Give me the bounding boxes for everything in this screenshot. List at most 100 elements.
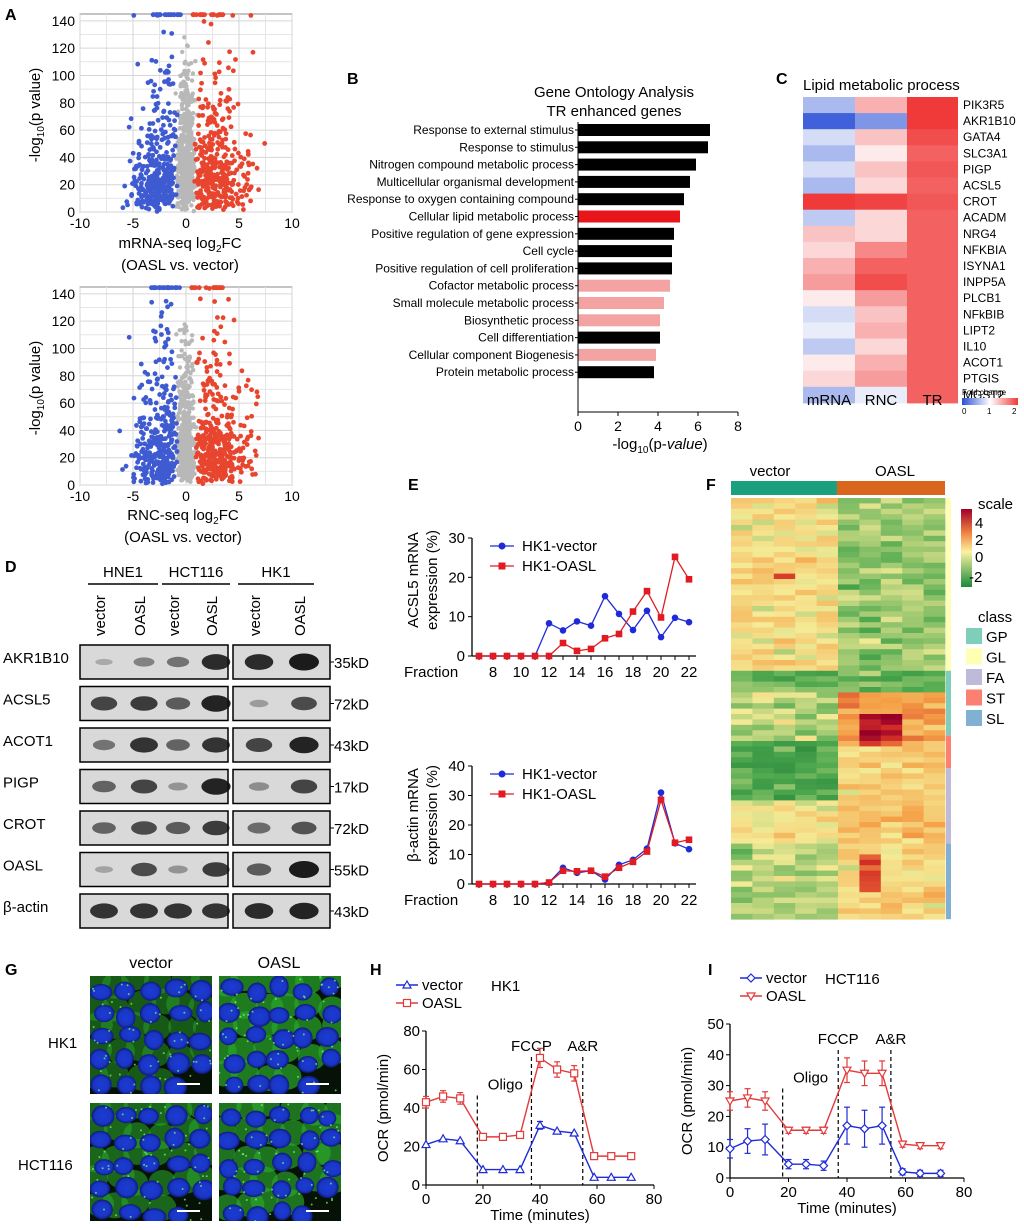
y-tick-label: 120: [52, 313, 76, 329]
blot-band: [249, 699, 269, 708]
data-point: [187, 406, 192, 411]
data-point: [209, 202, 214, 208]
y-tick-label: 10: [707, 1139, 724, 1156]
data-point: [193, 445, 199, 450]
heatmap-cell: [752, 600, 775, 607]
heatmap-cell: [902, 832, 924, 839]
heatmap-cell: [773, 784, 796, 790]
heatmap-cell: [902, 692, 924, 699]
heatmap-cell: [880, 908, 903, 915]
heatmap-cell: [795, 865, 817, 871]
data-point: [211, 133, 217, 138]
data-point: [165, 139, 171, 145]
nucleus: [116, 1075, 137, 1094]
data-point: [145, 479, 151, 485]
heatmap-cell: [855, 145, 907, 162]
data-point: [685, 618, 693, 626]
legend-label: OASL: [766, 988, 806, 1005]
data-point: [213, 475, 219, 480]
heatmap-cell: [838, 595, 860, 601]
heatmap-cell: [902, 584, 924, 591]
data-point: [180, 195, 186, 200]
puncta: [303, 1172, 306, 1175]
heatmap-cell: [880, 692, 903, 699]
heatmap-cell: [838, 557, 860, 564]
data-point: [149, 157, 155, 162]
data-point: [760, 1097, 771, 1107]
data-point: [193, 157, 199, 162]
blot-band: [130, 903, 158, 919]
data-point: [154, 141, 160, 146]
data-point: [215, 315, 220, 320]
class-label: SL: [986, 711, 1004, 728]
heatmap-cell: [902, 514, 924, 520]
data-point: [190, 115, 195, 121]
data-point: [201, 475, 206, 481]
heatmap-cell: [795, 800, 817, 807]
category-label: Cellular lipid metabolic process: [409, 210, 574, 224]
heatmap-cell: [795, 849, 817, 855]
blot-band: [202, 820, 230, 836]
data-point: [226, 296, 231, 302]
heatmap-cell: [859, 670, 882, 677]
heatmap-cell: [902, 816, 924, 823]
heatmap-cell: [731, 692, 753, 699]
data-point: [217, 362, 223, 367]
puncta: [292, 1034, 295, 1037]
data-point: [153, 59, 159, 64]
data-point: [137, 385, 143, 390]
heatmap-cell: [902, 638, 924, 645]
heatmap-cell: [923, 616, 946, 623]
heatmap-cell: [752, 892, 775, 898]
data-point: [227, 49, 232, 55]
heatmap-cell: [752, 751, 775, 758]
data-point: [161, 391, 167, 396]
y-tick-label: 50: [707, 1016, 724, 1033]
data-point: [191, 208, 197, 214]
heatmap-cell: [731, 508, 753, 515]
data-point: [185, 358, 190, 364]
y-tick-label: 60: [403, 1062, 420, 1079]
heatmap-cell: [773, 751, 796, 758]
data-point: [163, 298, 169, 304]
heatmap-cell: [923, 681, 946, 688]
nucleus: [140, 1155, 160, 1173]
heatmap-cell: [816, 627, 839, 634]
heatmap-cell: [902, 897, 924, 904]
heatmap-cell: [880, 643, 903, 650]
legend-label: HK1-OASL: [522, 786, 596, 803]
data-point: [877, 1120, 887, 1131]
heatmap-cell: [773, 724, 796, 731]
injection-label: FCCP: [511, 1038, 552, 1055]
category-label: Biosynthetic process: [464, 313, 574, 327]
heatmap-cell: [880, 616, 903, 623]
data-point: [128, 116, 134, 122]
data-point: [182, 409, 187, 414]
data-point: [248, 433, 254, 439]
heatmap-cell: [838, 762, 860, 769]
nucleus: [316, 1176, 339, 1199]
data-point: [224, 432, 230, 438]
heatmap-cell: [855, 354, 907, 372]
nucleus: [166, 1155, 191, 1173]
series-line: [729, 1069, 941, 1147]
x-tick-label: 4: [654, 418, 662, 434]
heatmap-cell: [752, 579, 775, 585]
heatmap-cell: [752, 913, 775, 920]
data-point: [206, 145, 212, 151]
data-point: [131, 471, 137, 477]
heatmap-cell: [731, 789, 753, 796]
puncta: [265, 1134, 268, 1137]
category-label: Response to external stimulus: [413, 123, 574, 137]
data-point: [202, 12, 207, 18]
nucleus: [222, 1204, 245, 1221]
data-point: [151, 328, 156, 334]
data-point: [161, 359, 167, 365]
data-point: [559, 867, 567, 875]
data-point: [148, 184, 154, 190]
image-content: [219, 976, 341, 1094]
heatmap-cell: [907, 241, 958, 259]
heatmap-cell: [838, 562, 860, 569]
data-point: [132, 476, 137, 481]
